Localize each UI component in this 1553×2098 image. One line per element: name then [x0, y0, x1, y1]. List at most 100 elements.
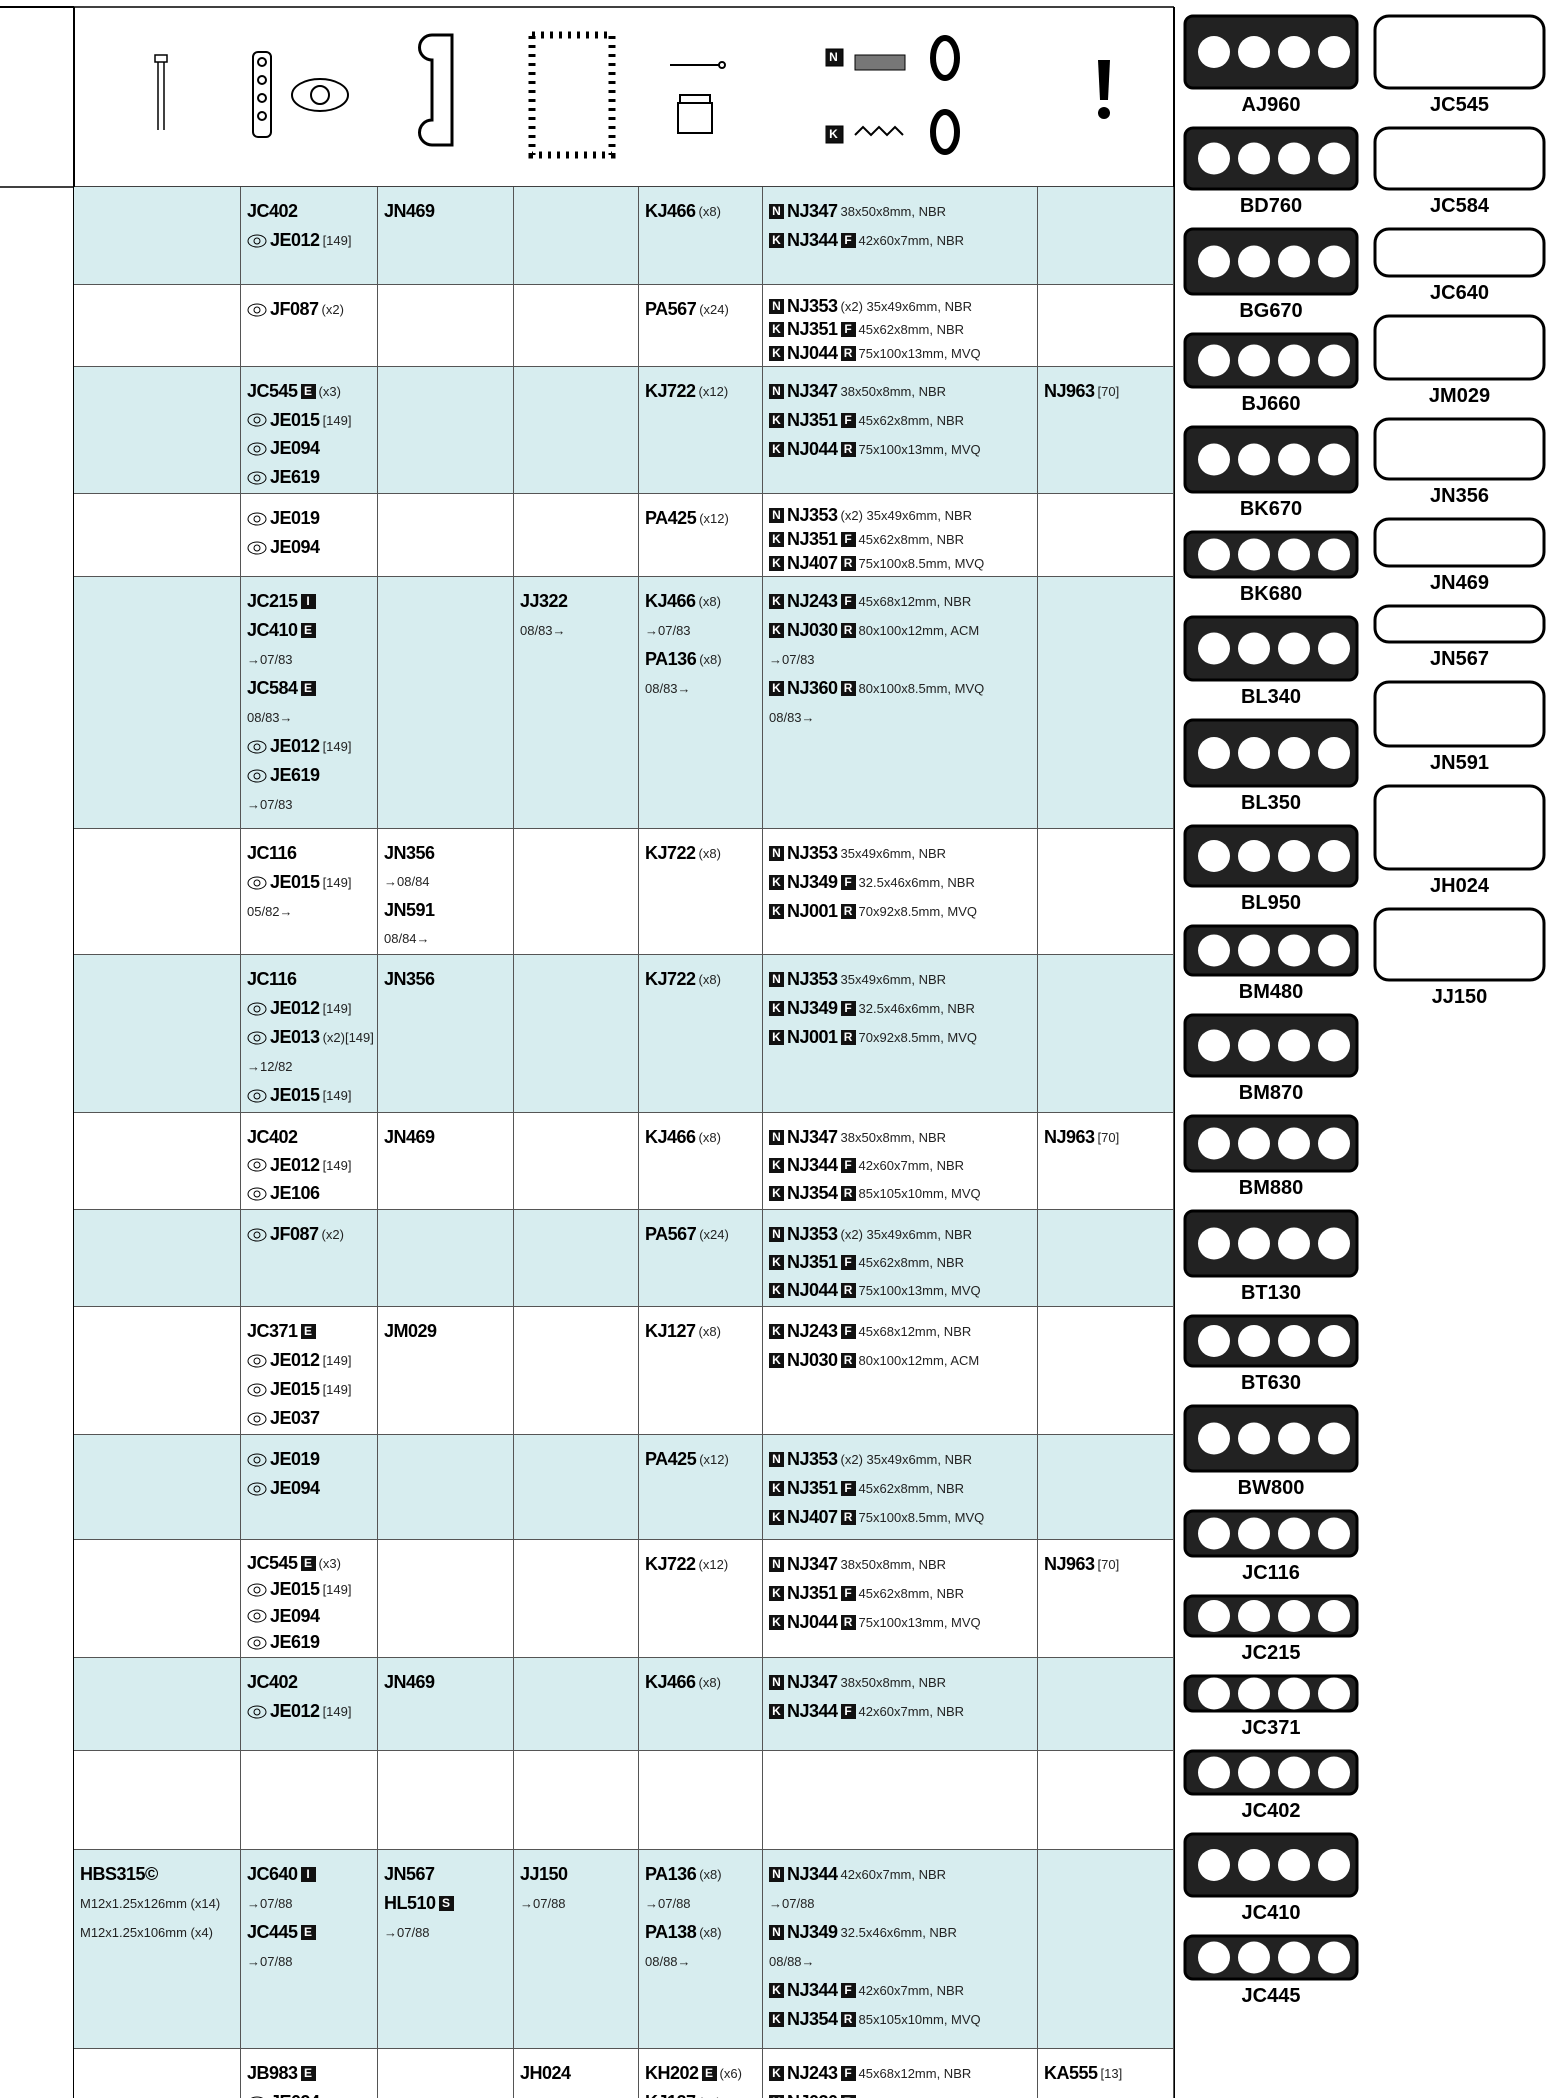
part-code: JE015 — [270, 1085, 320, 1105]
cell-line: K NJ344 F 42x60x7mm, NBR — [769, 226, 1036, 255]
row-bg — [74, 1307, 1174, 1435]
badge: R — [840, 345, 856, 361]
badge: R — [840, 2012, 856, 2027]
cell-line: 08/83→ — [645, 674, 761, 703]
cell-line: N NJ353 (x2) 35x49x6mm, NBR — [769, 504, 1036, 528]
flange-icon — [247, 1354, 267, 1367]
badge: R — [840, 1283, 856, 1299]
flange-icon — [247, 1705, 267, 1718]
gasket-image — [1373, 680, 1546, 748]
cell-border — [638, 1435, 639, 1540]
note: [149] — [322, 233, 352, 248]
badge: E — [300, 2066, 316, 2081]
gasket-image — [1183, 1749, 1359, 1796]
badge: K — [769, 555, 784, 571]
cell: N NJ347 38x50x8mm, NBR K NJ344 F 42x60x7mm, NB… — [769, 1123, 1036, 1208]
cell-border — [240, 1435, 241, 1540]
badge: R — [840, 1510, 856, 1525]
cell-border — [240, 1113, 241, 1210]
cell-line: JN356 — [384, 839, 512, 868]
part-code: JN356 — [384, 969, 435, 989]
cell-line: JC402 — [247, 1668, 376, 1697]
note: 75x100x13mm, MVQ — [858, 345, 981, 361]
note: 38x50x8mm, NBR — [840, 1129, 947, 1145]
badge: K — [769, 345, 784, 361]
cell-border — [1173, 187, 1174, 285]
gasket-label: JC402 — [1241, 1800, 1301, 1822]
cell: JC545 E (x3) JE015 [149] JE094 JE619 — [247, 377, 376, 492]
note: 08/84→ — [384, 931, 430, 947]
part-code: NJ044 — [787, 1280, 838, 1301]
part-code: JE012 — [270, 1701, 320, 1721]
part-code: NJ360 — [787, 678, 838, 698]
note: M12x1.25x126mm (x14) — [80, 1896, 221, 1911]
part-code: NJ407 — [787, 552, 838, 573]
seal-icons — [825, 35, 960, 155]
note: →07/83 — [247, 797, 293, 812]
flange-icon — [247, 1383, 267, 1396]
note: 08/88→ — [769, 1954, 815, 1969]
note: →07/88 — [384, 1925, 430, 1940]
cell-border — [638, 1307, 639, 1435]
note: [149] — [322, 1353, 352, 1368]
flange-icon — [247, 876, 267, 889]
cell-border — [377, 2049, 378, 2098]
cell-border — [1037, 955, 1038, 1113]
note: 08/83→ — [520, 623, 566, 638]
gasket-label: JN356 — [1430, 485, 1489, 507]
cell: KJ127 (x8) — [645, 1317, 761, 1346]
note: 45x62x8mm, NBR — [858, 322, 965, 338]
cell-line: HL510 S — [384, 1889, 512, 1918]
note: 05/82→ — [247, 904, 293, 919]
part-code: JF087 — [270, 299, 319, 319]
cell-border — [513, 577, 514, 829]
cell: N NJ347 38x50x8mm, NBR K NJ351 F 45x62x8mm, NB… — [769, 1550, 1036, 1637]
flange-icon — [247, 1031, 267, 1044]
cell-line: JE012 [149] — [247, 1151, 376, 1179]
cell-border — [1173, 1435, 1174, 1540]
badge: K — [769, 233, 784, 248]
cell-line: JN567 — [384, 1860, 512, 1889]
cell-line: KJ127(x6) — [645, 2088, 761, 2098]
cell-border — [513, 1540, 514, 1658]
note: (x2) 35x49x6mm, NBR — [840, 1226, 973, 1242]
cell-line: K NJ360 R 80x100x8.5mm, MVQ — [769, 674, 1036, 703]
badge: S — [438, 1896, 454, 1911]
cell-border — [240, 955, 241, 1113]
part-code: NJ351 — [787, 319, 838, 340]
badge: F — [840, 1983, 856, 1998]
cell-border — [377, 577, 378, 829]
part-code: NJ243 — [787, 591, 838, 611]
note: 75x100x13mm, MVQ — [858, 442, 981, 457]
badge: F — [840, 233, 856, 248]
badge: F — [840, 1481, 856, 1496]
cell-border — [513, 1751, 514, 1850]
badge: N — [769, 1129, 784, 1145]
note: 08/83→ — [645, 681, 691, 696]
cell: JJ150 →07/88 — [520, 1860, 637, 1918]
cell: NJ963 [70] — [1044, 377, 1172, 406]
cell: N NJ353 (x2) 35x49x6mm, NBR K NJ351 F 45x62x8m… — [769, 1445, 1036, 1532]
row-bg — [74, 187, 1174, 285]
cell-line: →07/83 — [769, 645, 1036, 674]
badge: K — [769, 2066, 784, 2081]
note: 42x60x7mm, NBR — [858, 233, 965, 248]
cell-line: K NJ044 R 75x100x13mm, MVQ — [769, 1277, 1036, 1305]
cell-line: K NJ044 R 75x100x13mm, MVQ — [769, 342, 1036, 365]
flange-icon — [247, 1609, 267, 1623]
part-code: KJ466 — [645, 1127, 696, 1147]
gasket-image — [1183, 1209, 1359, 1278]
flange-icon — [247, 1636, 267, 1650]
cell: JC116 JE012 [149] JE013 (x2)[149] →12/82 JE015… — [247, 965, 376, 1110]
part-code: JE094 — [270, 537, 320, 557]
part-code: NJ963 — [1044, 1554, 1095, 1574]
cell: N NJ347 38x50x8mm, NBR K NJ351 F 45x62x8mm, NB… — [769, 377, 1036, 464]
cell: JC402 JE012 [149] JE106 — [247, 1123, 376, 1208]
part-code: NJ349 — [787, 998, 838, 1018]
sump-icon — [528, 31, 616, 159]
cell-border — [762, 1658, 763, 1751]
cell-border — [1037, 1751, 1038, 1850]
row-bg — [74, 1540, 1174, 1658]
flange-icon — [247, 471, 267, 485]
part-code: NJ353 — [787, 1449, 838, 1469]
